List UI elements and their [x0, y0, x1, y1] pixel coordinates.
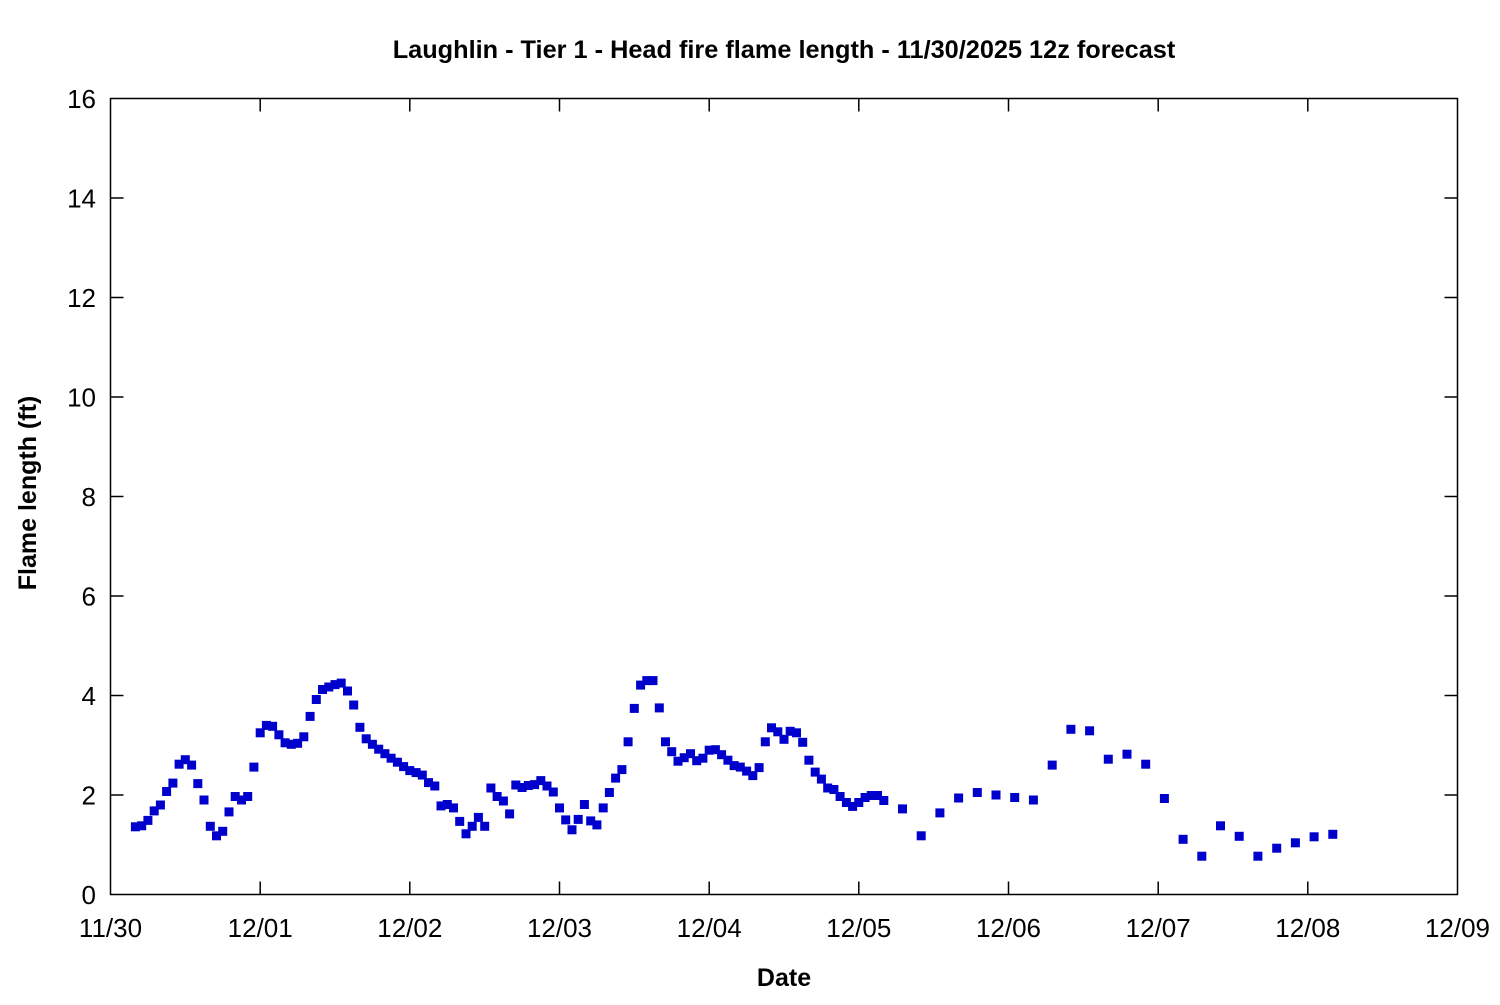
svg-text:12/09: 12/09 — [1425, 913, 1490, 943]
svg-text:4: 4 — [82, 681, 96, 711]
svg-text:11/30: 11/30 — [79, 913, 142, 943]
svg-text:12/03: 12/03 — [527, 913, 592, 943]
svg-text:12/05: 12/05 — [826, 913, 891, 943]
svg-text:12/06: 12/06 — [976, 913, 1041, 943]
svg-text:Laughlin - Tier 1 - Head fire: Laughlin - Tier 1 - Head fire flame leng… — [393, 36, 1176, 64]
svg-text:10: 10 — [67, 383, 96, 413]
svg-text:Date: Date — [757, 964, 811, 992]
svg-text:6: 6 — [82, 582, 96, 612]
svg-text:2: 2 — [82, 781, 96, 811]
svg-text:12/04: 12/04 — [677, 913, 742, 943]
svg-text:0: 0 — [82, 880, 96, 910]
svg-text:12/01: 12/01 — [228, 913, 293, 943]
svg-text:14: 14 — [67, 184, 96, 214]
svg-text:12/07: 12/07 — [1126, 913, 1191, 943]
svg-text:8: 8 — [82, 482, 96, 512]
svg-text:Flame length (ft): Flame length (ft) — [14, 396, 42, 590]
svg-text:12/02: 12/02 — [377, 913, 442, 943]
svg-text:12/08: 12/08 — [1275, 913, 1340, 943]
svg-text:16: 16 — [67, 84, 96, 114]
svg-text:12: 12 — [67, 283, 96, 313]
